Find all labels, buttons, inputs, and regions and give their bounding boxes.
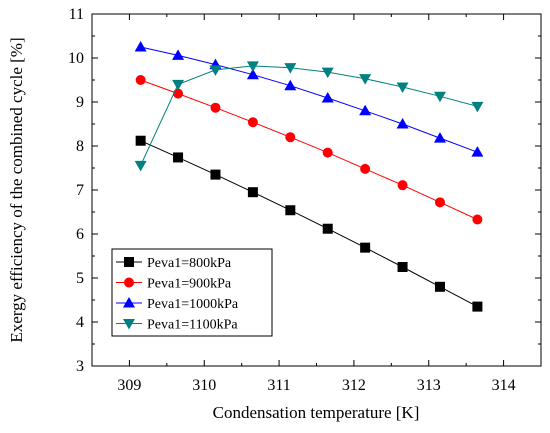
data-point xyxy=(360,163,371,174)
legend-marker xyxy=(124,257,134,267)
data-point xyxy=(135,75,146,85)
series-1 xyxy=(135,135,483,312)
data-point xyxy=(135,135,146,146)
series-line xyxy=(140,46,478,153)
legend-marker xyxy=(124,277,134,288)
data-point xyxy=(173,152,184,163)
y-tick-label: 9 xyxy=(76,94,84,111)
legend-label: Peva1=1000kPa xyxy=(147,297,239,312)
data-point xyxy=(321,92,334,103)
data-point xyxy=(322,223,333,234)
legend-item: Peva1=1000kPa xyxy=(116,297,239,312)
data-point xyxy=(209,65,222,76)
legend-item: Peva1=1100kPa xyxy=(116,318,238,333)
series-layer xyxy=(134,41,484,312)
data-point xyxy=(397,180,408,191)
data-point xyxy=(471,146,484,157)
legend-marker xyxy=(123,319,135,330)
data-point xyxy=(247,117,258,128)
data-point xyxy=(172,79,185,91)
y-tick-label: 10 xyxy=(68,50,84,67)
data-point xyxy=(246,61,259,72)
y-tick-label: 8 xyxy=(76,138,84,155)
data-point xyxy=(472,301,483,312)
data-point xyxy=(433,132,446,143)
data-point xyxy=(173,88,184,99)
data-point xyxy=(321,67,334,79)
series-line xyxy=(140,65,478,166)
x-tick-label: 310 xyxy=(192,377,216,394)
y-tick-label: 3 xyxy=(76,358,84,375)
data-point xyxy=(434,281,445,292)
legend-label: Peva1=1100kPa xyxy=(147,318,238,333)
data-point xyxy=(134,160,147,172)
data-point xyxy=(246,68,259,80)
data-point xyxy=(433,91,446,103)
x-tick-label: 311 xyxy=(267,377,290,394)
data-point xyxy=(359,74,372,85)
y-tick-label: 4 xyxy=(76,314,84,331)
data-point xyxy=(247,187,258,198)
data-point xyxy=(322,147,333,158)
x-tick-label: 313 xyxy=(417,377,441,394)
data-point xyxy=(397,262,408,272)
legend-marker xyxy=(123,297,135,308)
data-point xyxy=(134,41,147,52)
series-3 xyxy=(134,41,484,157)
x-axis-label: Condensation temperature [K] xyxy=(213,403,420,422)
data-point xyxy=(396,82,409,94)
legend-label: Peva1=800kPa xyxy=(147,256,232,271)
data-point xyxy=(471,101,484,113)
data-point xyxy=(210,102,221,113)
y-tick-label: 5 xyxy=(76,270,84,287)
y-axis-label: Exergy efficiency of the combined cycle … xyxy=(7,37,26,342)
legend-label: Peva1=900kPa xyxy=(147,277,232,292)
series-line xyxy=(140,79,478,220)
data-point xyxy=(285,132,296,143)
data-point xyxy=(396,118,409,129)
axis-ticks: 309 310 311 312 313 314 3 4 5 6 7 8 9 10 11 xyxy=(68,6,542,394)
data-point xyxy=(472,214,483,225)
data-point xyxy=(284,79,297,91)
y-tick-label: 7 xyxy=(76,182,84,199)
legend-box xyxy=(111,248,273,337)
data-point xyxy=(434,197,445,208)
legend: Peva1=800kPa Peva1=900kPa Peva1=1000kPa Pev… xyxy=(111,248,273,337)
y-tick-label: 6 xyxy=(76,226,84,243)
x-tick-label: 312 xyxy=(342,377,366,394)
data-point xyxy=(210,169,221,180)
series-4 xyxy=(134,61,484,172)
data-point xyxy=(284,63,297,74)
data-point xyxy=(172,49,185,60)
series-2 xyxy=(135,75,483,225)
data-point xyxy=(359,104,372,116)
legend-item: Peva1=900kPa xyxy=(116,277,232,292)
series-line xyxy=(140,140,478,308)
x-tick-label: 309 xyxy=(117,377,141,394)
data-point xyxy=(285,205,296,216)
legend-item: Peva1=800kPa xyxy=(116,256,232,271)
x-tick-label: 314 xyxy=(492,377,516,394)
data-point xyxy=(360,242,371,253)
y-tick-label: 11 xyxy=(69,6,84,23)
